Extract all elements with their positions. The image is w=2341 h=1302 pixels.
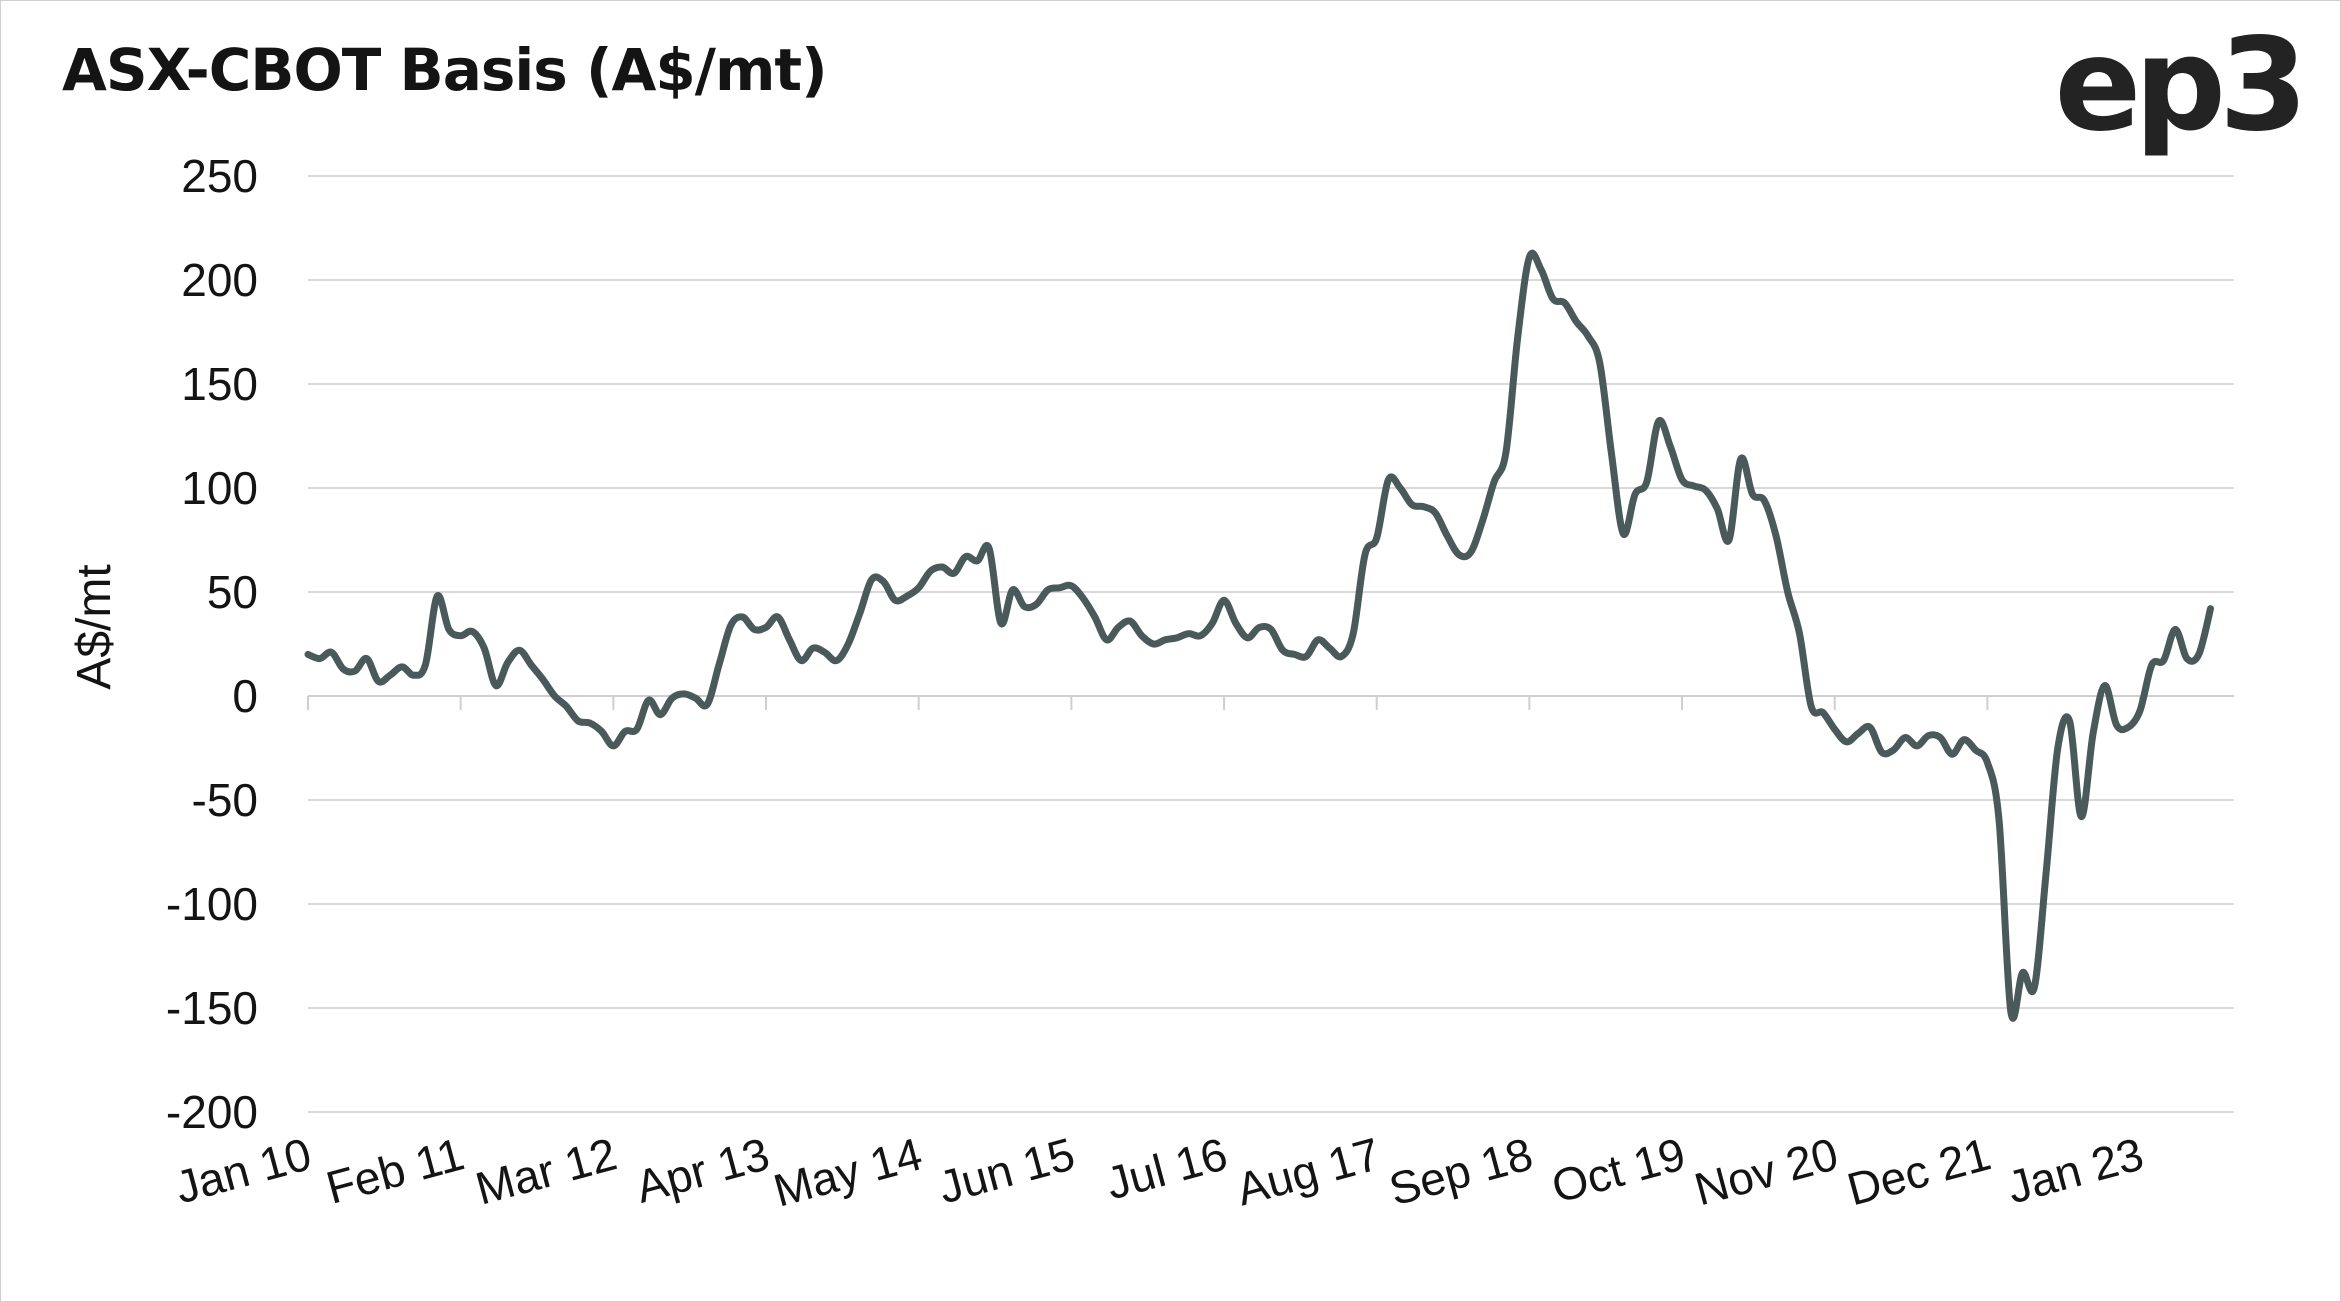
y-tick-label: 0: [232, 670, 258, 722]
y-tick-label: 50: [207, 566, 258, 618]
y-axis-label: A$/mt: [68, 564, 121, 689]
x-tick-label: Jan 10: [170, 1127, 317, 1213]
y-tick-label: 100: [181, 462, 258, 514]
x-tick-label: Jun 15: [933, 1127, 1080, 1213]
y-tick-label: 250: [181, 150, 258, 202]
gridlines: [308, 175, 2234, 1113]
ep3-logo: ep3: [2054, 11, 2308, 160]
x-tick-label: Jan 23: [2002, 1127, 2149, 1213]
y-tick-label: -150: [166, 982, 258, 1034]
x-tick-label: Jul 16: [1101, 1127, 1233, 1209]
y-tick-label: -100: [166, 878, 258, 930]
x-tick-label: May 14: [768, 1127, 927, 1216]
x-tick-label: Apr 13: [630, 1127, 774, 1212]
x-tick-label: Dec 21: [1842, 1127, 1996, 1215]
x-tick-label: Oct 19: [1546, 1127, 1690, 1212]
x-tick-label: Mar 12: [470, 1127, 622, 1214]
x-tick-label: Feb 11: [321, 1127, 469, 1213]
series: [304, 249, 2214, 1022]
y-tick-label: -200: [166, 1086, 258, 1138]
x-tick-label: Sep 18: [1384, 1127, 1538, 1215]
x-tick-label: Aug 17: [1231, 1127, 1385, 1215]
y-tick-label: 200: [181, 254, 258, 306]
chart-title: ASX-CBOT Basis (A$/mt): [62, 36, 828, 104]
y-tick-label: 150: [181, 358, 258, 410]
y-tick-label: -50: [192, 774, 258, 826]
y-axis: 250 200 150 100 50 0 -50 -100 -150 -200: [166, 150, 258, 1138]
x-tick-label: Nov 20: [1689, 1127, 1843, 1215]
series-line: [304, 249, 2214, 1022]
